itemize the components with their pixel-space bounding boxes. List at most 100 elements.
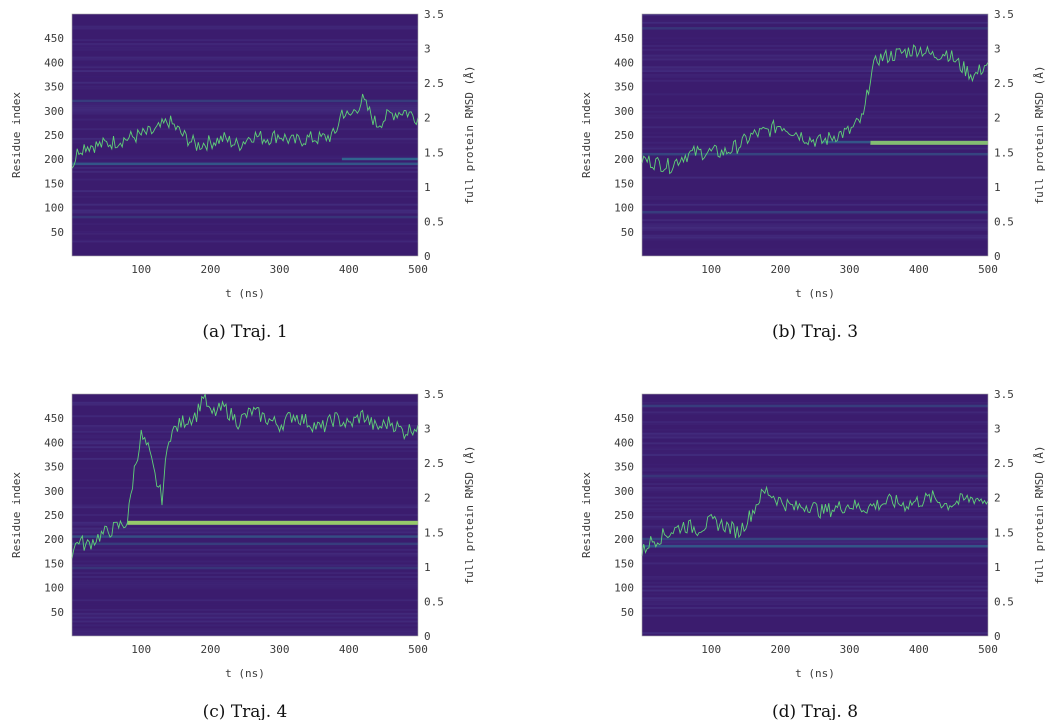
heatmap-row xyxy=(642,213,988,216)
y-tick-label: 50 xyxy=(51,606,64,619)
y-tick-label: 300 xyxy=(614,485,634,498)
rmsd-line xyxy=(71,393,419,559)
heatmap-row xyxy=(72,128,418,131)
heatmap-row xyxy=(642,448,988,451)
heatmap-row xyxy=(72,108,418,111)
heatmap-row xyxy=(642,75,988,78)
heatmap-row xyxy=(642,48,988,51)
x-tick-label: 200 xyxy=(770,643,790,656)
heatmap-row xyxy=(72,195,418,198)
y2-tick-label: 0 xyxy=(994,630,1001,643)
heatmap-row xyxy=(642,14,988,16)
heatmap-row xyxy=(72,70,418,73)
plot-frame xyxy=(71,13,419,257)
heatmap-row xyxy=(642,201,988,204)
heatmap-stripe xyxy=(642,210,988,214)
heatmap-row xyxy=(72,25,418,28)
heatmap-row xyxy=(72,496,418,499)
heatmap-row xyxy=(642,21,988,24)
heatmap-row xyxy=(642,428,988,431)
heatmap-row xyxy=(642,19,988,22)
heatmap-row xyxy=(72,190,418,193)
heatmap-row xyxy=(642,525,988,528)
heatmap-row xyxy=(72,545,418,547)
heatmap-row xyxy=(72,56,418,59)
heatmap-row xyxy=(642,515,988,518)
y2-tick-label: 0.5 xyxy=(424,595,444,608)
heatmap-row xyxy=(72,479,418,482)
y-tick-label: 150 xyxy=(614,177,634,190)
heatmap-row xyxy=(642,552,988,555)
y-tick-label: 100 xyxy=(44,202,64,215)
heatmap-row xyxy=(642,147,988,150)
heatmap-row xyxy=(642,399,988,402)
heatmap-row xyxy=(72,436,418,439)
plot-frame xyxy=(641,13,989,257)
heatmap-row xyxy=(72,39,418,42)
y2-tick-label: 3 xyxy=(424,423,431,436)
y-tick-label: 250 xyxy=(614,509,634,522)
heatmap-row xyxy=(642,66,988,69)
heatmap-row xyxy=(642,477,988,480)
heatmap-row xyxy=(72,403,418,406)
heatmap-row xyxy=(72,529,418,532)
heatmap-row xyxy=(642,394,988,396)
heatmap-row xyxy=(642,463,988,466)
heatmap-row xyxy=(642,454,988,456)
heatmap-row xyxy=(72,572,418,575)
heatmap-row xyxy=(642,490,988,493)
heatmap-row xyxy=(72,446,418,449)
panel-a: 50 100 150 200 250 300 350 400 450 0 0.5 1 1.5 2 2.5 3 3… xyxy=(10,8,476,342)
heatmap-row xyxy=(642,209,988,212)
y-tick-label: 150 xyxy=(44,177,64,190)
heatmap-row xyxy=(642,195,988,198)
heatmap-row xyxy=(642,70,988,73)
y2-tick-label: 0.5 xyxy=(424,215,444,228)
heatmap-row xyxy=(642,514,988,516)
y-tick-label: 450 xyxy=(44,32,64,45)
heatmap-row xyxy=(72,426,418,429)
heatmap-row xyxy=(72,203,418,206)
heatmap-row xyxy=(72,467,418,470)
y2-tick-label: 3 xyxy=(424,43,431,56)
heatmap-row xyxy=(72,46,418,49)
y2-tick-label: 3.5 xyxy=(424,388,444,401)
heatmap-row xyxy=(72,575,418,578)
heatmap-row xyxy=(642,223,988,226)
panel-caption: (c) Traj. 4 xyxy=(203,702,288,720)
heatmap-row xyxy=(642,579,988,582)
heatmap-stripe xyxy=(72,215,418,219)
heatmap-row xyxy=(72,27,418,30)
y2-tick-label: 2.5 xyxy=(994,457,1014,470)
y-tick-label: 400 xyxy=(614,436,634,449)
heatmap-stripe xyxy=(72,99,418,103)
heatmap-stripe xyxy=(72,535,418,538)
heatmap-stripe xyxy=(341,157,418,161)
heatmap-row xyxy=(72,110,418,113)
heatmap-row xyxy=(642,554,988,557)
x-tick-label: 300 xyxy=(840,643,860,656)
heatmap-row xyxy=(72,106,418,109)
y2-tick-label: 2 xyxy=(994,112,1001,125)
heatmap-row xyxy=(642,58,988,61)
x-tick-label: 200 xyxy=(200,643,220,656)
heatmap-row xyxy=(642,41,988,44)
x-tick-label: 100 xyxy=(131,643,151,656)
y2-tick-label: 3 xyxy=(994,423,1001,436)
heatmap-row xyxy=(72,603,418,606)
heatmap-row xyxy=(642,238,988,241)
heatmap-row xyxy=(642,442,988,445)
y-tick-label: 150 xyxy=(44,557,64,570)
heatmap-row xyxy=(72,552,418,555)
panel-caption: (a) Traj. 1 xyxy=(202,322,287,342)
heatmap-row xyxy=(642,432,988,435)
y2-tick-label: 3.5 xyxy=(424,8,444,21)
x-tick-label: 500 xyxy=(408,643,428,656)
heatmap-stripe xyxy=(870,140,988,145)
y-tick-label: 300 xyxy=(44,105,64,118)
heatmap-row xyxy=(72,514,418,516)
heatmap-row xyxy=(642,446,988,449)
heatmap-row xyxy=(72,178,418,181)
y-axis-label: Residue index xyxy=(580,472,593,558)
